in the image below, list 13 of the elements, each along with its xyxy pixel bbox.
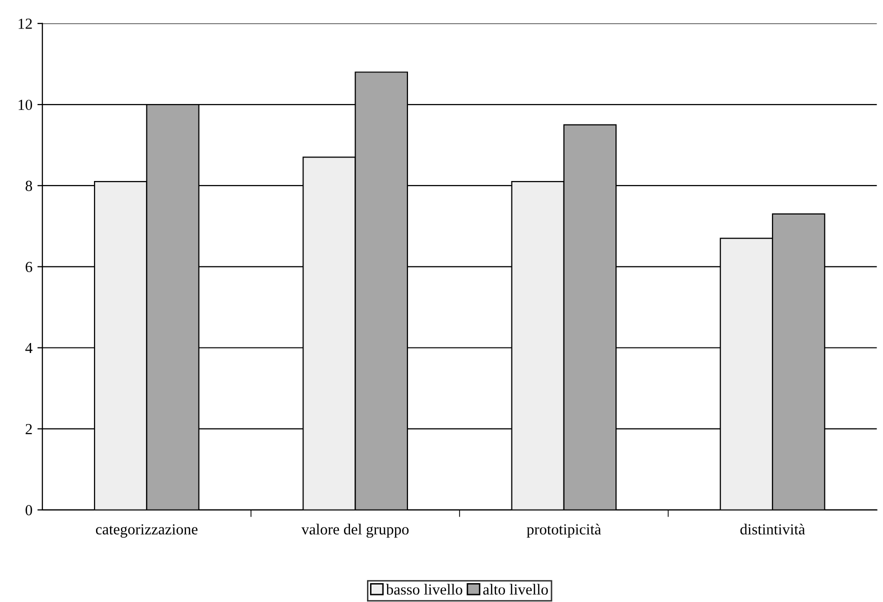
x-tick-label: prototipicità xyxy=(526,524,602,538)
y-tick-label: 6 xyxy=(26,262,32,272)
y-tick-label: 12 xyxy=(18,18,32,29)
x-tick-label: valore del gruppo xyxy=(301,524,409,538)
y-tick-label: 8 xyxy=(26,180,32,192)
x-tick-label: distintività xyxy=(740,524,805,535)
x-tick-label: categorizzazione xyxy=(96,524,198,538)
y-tick-label: 0 xyxy=(26,505,32,516)
y-tick-label: 4 xyxy=(25,343,32,354)
y-tick-label: 10 xyxy=(18,100,32,110)
legend-label: basso livello xyxy=(386,584,462,595)
y-tick-label: 2 xyxy=(26,424,32,434)
legend-label: alto livello xyxy=(483,584,548,595)
